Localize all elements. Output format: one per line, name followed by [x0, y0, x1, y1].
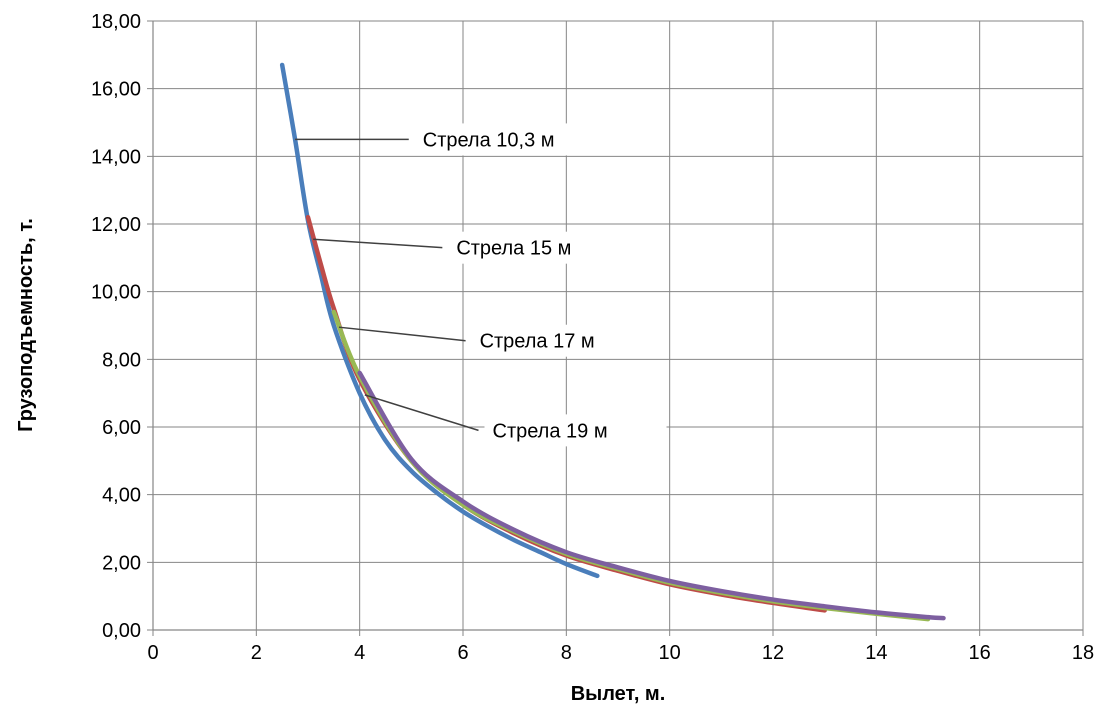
y-tick-label: 16,00 [91, 79, 141, 101]
annotation-label-background [414, 123, 597, 156]
annotation-label-background [471, 324, 654, 357]
annotation-label-2: Стрела 15 м [456, 238, 571, 260]
x-tick-label: 18 [1072, 642, 1094, 664]
y-tick-label: 18,00 [91, 11, 141, 33]
annotation-label-4: Стрела 19 м [493, 420, 608, 442]
x-tick-label: 10 [659, 642, 681, 664]
y-tick-label: 12,00 [91, 214, 141, 236]
x-tick-label: 14 [865, 642, 887, 664]
annotation-leader-4 [364, 394, 479, 432]
y-axis-title: Грузоподъемность, т. [15, 218, 37, 432]
annotation-label-background [448, 231, 631, 264]
x-tick-label: 16 [969, 642, 991, 664]
x-tick-label: 0 [147, 642, 158, 664]
tick-labels: 0 2 4 6 8 10 12 14 16 18 0,00 2,00 4,00 6,00 8,00 10,00… [91, 11, 1094, 664]
x-axis-title: Вылет, м. [571, 683, 666, 705]
annotation-leader-2 [313, 238, 443, 249]
x-tick-label: 4 [354, 642, 365, 664]
y-tick-label: 4,00 [102, 485, 141, 507]
series-line-4 [357, 370, 946, 621]
y-tick-label: 2,00 [102, 552, 141, 574]
annotation-leader-3 [338, 326, 466, 342]
x-tick-label: 2 [251, 642, 262, 664]
y-tick-label: 10,00 [91, 282, 141, 304]
axes [152, 21, 1083, 631]
annotation-label-3: Стрела 17 м [480, 331, 595, 353]
x-tick-label: 12 [762, 642, 784, 664]
x-tick-label: 6 [457, 642, 468, 664]
series [279, 62, 946, 622]
y-tick-label: 0,00 [102, 620, 141, 642]
y-tick-label: 8,00 [102, 349, 141, 371]
y-tick-label: 14,00 [91, 146, 141, 168]
annotation-label-background [484, 414, 667, 447]
annotation-label-1: Стрела 10,3 м [423, 129, 555, 151]
x-tick-label: 8 [561, 642, 572, 664]
annotations: Стрела 10,3 м Стрела 15 м Стрела 17 м Стрел… [295, 123, 667, 447]
y-tick-label: 6,00 [102, 417, 141, 439]
